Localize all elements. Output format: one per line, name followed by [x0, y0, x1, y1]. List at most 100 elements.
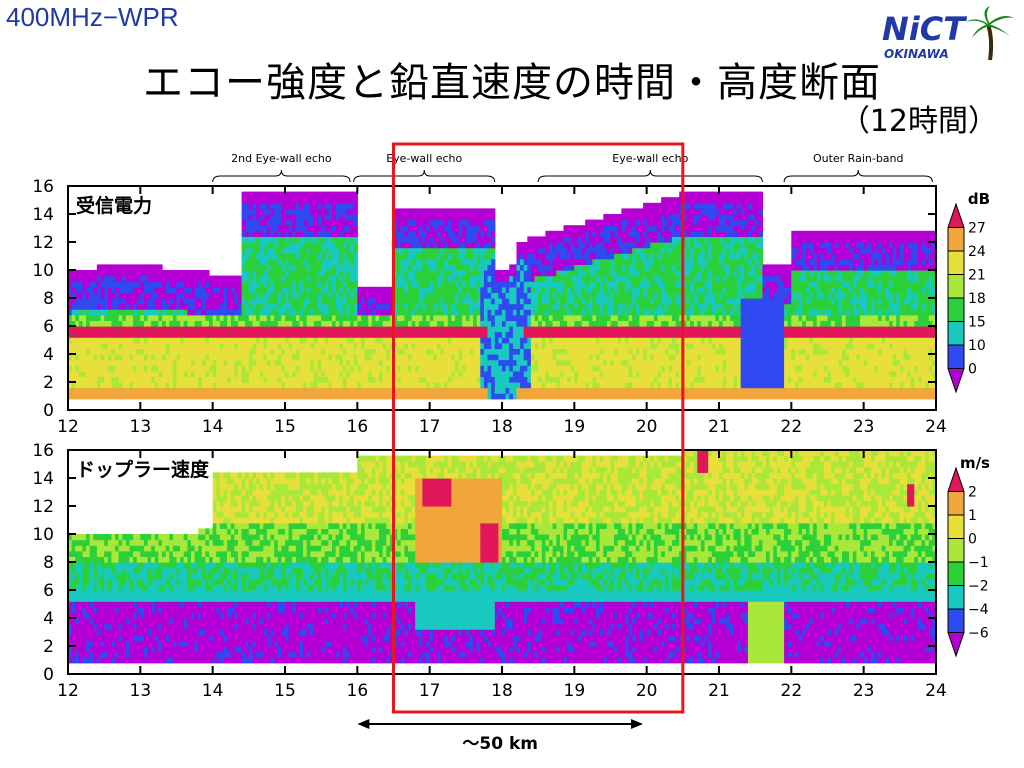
- heatmap-cell: [599, 298, 604, 305]
- heatmap-cell: [227, 275, 232, 282]
- heatmap-cell: [592, 376, 597, 383]
- heatmap-cell: [404, 320, 409, 327]
- heatmap-cell: [646, 359, 651, 366]
- heatmap-cell: [556, 286, 561, 293]
- heatmap-cell: [241, 387, 246, 394]
- heatmap-cell: [234, 331, 239, 338]
- heatmap-cell: [274, 359, 279, 366]
- heatmap-cell: [653, 393, 659, 400]
- heatmap-cell: [86, 354, 91, 361]
- heatmap-cell: [256, 309, 261, 316]
- heatmap-cell: [71, 286, 76, 293]
- heatmap-cell: [133, 359, 138, 366]
- heatmap-cell: [635, 354, 640, 361]
- heatmap-cell: [505, 275, 510, 282]
- heatmap-cell: [603, 247, 608, 254]
- heatmap-cell: [643, 253, 648, 260]
- heatmap-cell: [183, 365, 188, 372]
- heatmap-cell: [672, 326, 677, 333]
- heatmap-cell: [303, 225, 308, 232]
- heatmap-cell: [567, 275, 572, 282]
- heatmap-cell: [635, 286, 640, 293]
- heatmap-cell: [310, 247, 315, 254]
- heatmap-cell: [364, 309, 369, 316]
- heatmap-cell: [248, 214, 253, 221]
- heatmap-cell: [223, 359, 228, 366]
- heatmap-cell: [657, 365, 662, 372]
- heatmap-cell: [534, 331, 539, 338]
- heatmap-cell: [342, 202, 348, 209]
- heatmap-cell: [259, 253, 264, 260]
- heatmap-cell: [216, 326, 221, 333]
- heatmap-cell: [397, 370, 402, 377]
- heatmap-cell: [400, 331, 405, 338]
- heatmap-cell: [650, 275, 655, 282]
- heatmap-cell: [465, 230, 470, 237]
- heatmap-cell: [68, 292, 73, 299]
- heatmap-cell: [563, 298, 568, 305]
- heatmap-cell: [415, 387, 420, 394]
- heatmap-cell: [169, 354, 174, 361]
- heatmap-cell: [408, 382, 413, 389]
- heatmap-cell: [408, 230, 413, 237]
- heatmap-cell: [191, 281, 196, 288]
- heatmap-cell: [469, 303, 474, 310]
- heatmap-cell: [455, 337, 460, 344]
- heatmap-cell: [451, 326, 456, 333]
- heatmap-cell: [469, 242, 474, 249]
- heatmap-cell: [75, 348, 80, 355]
- heatmap-cell: [397, 303, 402, 310]
- heatmap-cell: [458, 359, 463, 366]
- heatmap-cell: [82, 359, 87, 366]
- heatmap-cell: [516, 393, 521, 400]
- heatmap-cell: [285, 359, 290, 366]
- heatmap-cell: [447, 365, 452, 372]
- heatmap-cell: [639, 342, 644, 349]
- heatmap-cell: [375, 342, 380, 349]
- heatmap-cell: [389, 348, 395, 355]
- heatmap-cell: [393, 214, 398, 221]
- heatmap-cell: [567, 230, 572, 237]
- heatmap-cell: [310, 342, 315, 349]
- heatmap-cell: [115, 393, 120, 400]
- heatmap-cells: [68, 191, 937, 400]
- heatmap-cell: [610, 309, 615, 316]
- heatmap-cell: [415, 242, 420, 249]
- heatmap-cell: [187, 326, 192, 333]
- heatmap-cell: [245, 393, 250, 400]
- heatmap-cell: [389, 337, 395, 344]
- heatmap-cell: [306, 354, 311, 361]
- heatmap-cell: [480, 359, 485, 366]
- heatmap-cell: [68, 314, 73, 321]
- heatmap-cell: [643, 270, 648, 277]
- heatmap-cell: [248, 370, 253, 377]
- heatmap-cell: [418, 348, 423, 355]
- heatmap-cell: [433, 354, 438, 361]
- heatmap-cell: [342, 359, 348, 366]
- heatmap-cell: [335, 208, 340, 215]
- heatmap-cell: [498, 370, 503, 377]
- heatmap-cell: [209, 275, 214, 282]
- heatmap-cell: [227, 359, 232, 366]
- heatmap-cell: [252, 208, 257, 215]
- heatmap-cell: [115, 275, 120, 282]
- heatmap-cell: [603, 387, 608, 394]
- heatmap-cell: [494, 270, 499, 277]
- heatmap-cell: [317, 219, 322, 226]
- heatmap-cell: [436, 270, 442, 277]
- heatmap-cell: [606, 365, 612, 372]
- heatmap-cell: [585, 370, 590, 377]
- heatmap-cell: [259, 337, 264, 344]
- heatmap-cell: [614, 320, 619, 327]
- heatmap-cell: [628, 376, 633, 383]
- heatmap-cell: [270, 359, 275, 366]
- heatmap-cell: [115, 342, 120, 349]
- heatmap-cell: [353, 230, 358, 237]
- heatmap-cell: [332, 326, 337, 333]
- heatmap-cell: [556, 359, 561, 366]
- heatmap-cell: [610, 214, 615, 221]
- heatmap-cell: [523, 303, 528, 310]
- heatmap-cell: [324, 326, 329, 333]
- heatmap-cell: [357, 331, 362, 338]
- heatmap-cell: [140, 320, 145, 327]
